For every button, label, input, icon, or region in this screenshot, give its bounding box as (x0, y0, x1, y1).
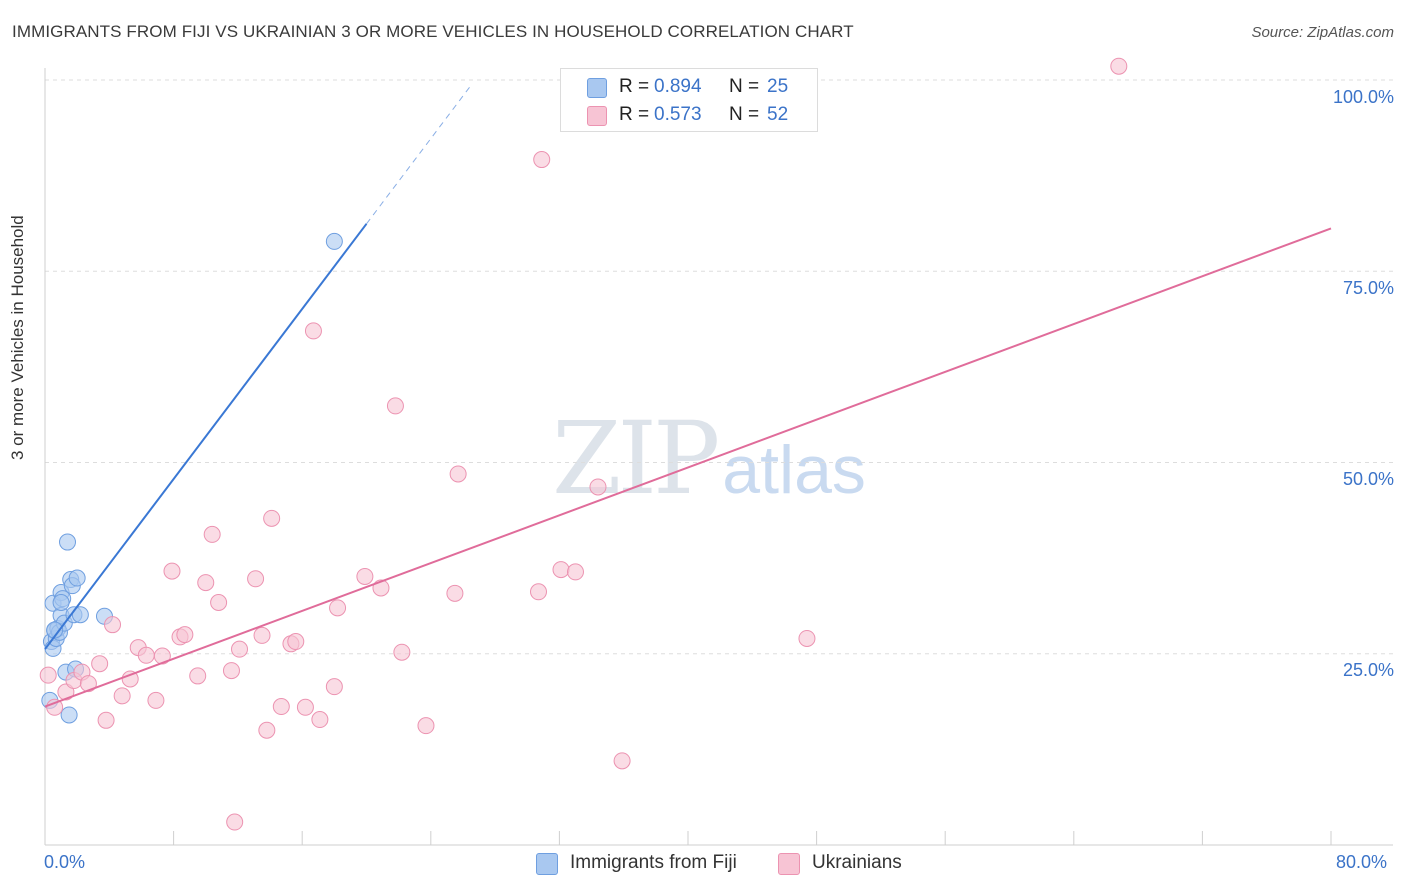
x-tick-label-min: 0.0% (44, 852, 86, 872)
y-tick-label-100: 100.0% (1332, 87, 1394, 107)
data-point-ukrainians (530, 583, 548, 601)
data-point-ukrainians (258, 721, 276, 739)
data-point-fiji (59, 533, 77, 551)
data-point-fiji (68, 569, 86, 587)
n-value: 25 (767, 76, 789, 97)
data-point-ukrainians (386, 397, 404, 415)
r-value: 0.573 (654, 104, 702, 125)
legend-label-fiji: Immigrants from Fiji (570, 852, 737, 873)
data-point-ukrainians (304, 322, 322, 340)
data-point-ukrainians (533, 151, 551, 169)
data-point-ukrainians (356, 567, 374, 585)
data-point-ukrainians (613, 752, 631, 770)
data-point-ukrainians (153, 647, 171, 665)
ukrainians-swatch (587, 106, 607, 126)
data-point-ukrainians (210, 593, 228, 611)
watermark-atlas: atlas (722, 432, 866, 508)
stats-legend-row-fiji: R = 0.894 N = 25 (561, 73, 817, 101)
watermark: ZIPatlas (552, 400, 866, 517)
data-point-ukrainians (1110, 57, 1128, 75)
r-value: 0.894 (654, 76, 702, 97)
data-point-ukrainians (329, 599, 347, 617)
data-point-ukrainians (446, 584, 464, 602)
data-point-ukrainians (39, 666, 57, 684)
trend-line-fiji (44, 223, 368, 650)
data-point-fiji (52, 593, 70, 611)
data-point-ukrainians (121, 670, 139, 688)
data-point-ukrainians (566, 563, 584, 581)
fiji-legend-swatch (536, 853, 558, 875)
n-label: N = (729, 76, 760, 97)
data-point-ukrainians (272, 698, 290, 716)
data-point-ukrainians (79, 675, 97, 693)
data-point-ukrainians (163, 562, 181, 580)
data-point-ukrainians (552, 561, 570, 579)
source-label: Source: ZipAtlas.com (1251, 24, 1394, 41)
stats-legend-row-ukrainians: R = 0.573 N = 52 (561, 101, 817, 129)
r-label: R = (619, 104, 650, 125)
y-tick-label-25: 25.0% (1342, 660, 1394, 680)
x-tick-label-max: 80.0% (1336, 852, 1388, 872)
data-point-ukrainians (203, 525, 221, 543)
watermark-zip: ZIP (552, 400, 720, 517)
fiji-swatch (587, 78, 607, 98)
data-point-ukrainians (253, 626, 271, 644)
data-point-fiji (60, 706, 78, 724)
data-point-ukrainians (189, 667, 207, 685)
data-point-ukrainians (46, 698, 64, 716)
trend-line-extension-fiji (366, 85, 472, 225)
data-point-fiji (325, 232, 343, 250)
data-point-ukrainians (449, 465, 467, 483)
r-label: R = (619, 76, 650, 97)
data-point-ukrainians (222, 662, 240, 680)
y-axis-label: 3 or more Vehicles in Household (8, 215, 27, 460)
data-point-ukrainians (417, 717, 435, 735)
data-point-ukrainians (287, 633, 305, 651)
data-point-ukrainians (296, 698, 314, 716)
data-point-ukrainians (798, 629, 816, 647)
y-tick-label-50: 50.0% (1342, 469, 1394, 489)
data-point-ukrainians (325, 678, 343, 696)
series-legend: Immigrants from Fiji Ukrainians (0, 852, 1406, 878)
y-tick-label-75: 75.0% (1342, 278, 1394, 298)
n-value: 52 (767, 104, 789, 125)
data-point-fiji (71, 606, 89, 624)
data-point-ukrainians (311, 711, 329, 729)
n-label: N = (729, 104, 760, 125)
data-point-ukrainians (113, 687, 131, 705)
ukrainians-legend-swatch (778, 853, 800, 875)
data-point-ukrainians (91, 655, 109, 673)
data-point-ukrainians (104, 616, 122, 634)
data-point-ukrainians (589, 478, 607, 496)
data-point-ukrainians (247, 570, 265, 588)
data-point-ukrainians (263, 509, 281, 527)
data-point-ukrainians (176, 626, 194, 644)
chart-title: IMMIGRANTS FROM FIJI VS UKRAINIAN 3 OR M… (12, 22, 854, 41)
data-point-ukrainians (231, 640, 249, 658)
stats-legend: R = 0.894 N = 25 R = 0.573 N = 52 (560, 68, 818, 132)
data-point-ukrainians (197, 574, 215, 592)
data-point-ukrainians (226, 813, 244, 831)
data-point-ukrainians (137, 646, 155, 664)
data-point-ukrainians (97, 711, 115, 729)
legend-label-ukrainians: Ukrainians (812, 852, 902, 873)
data-point-ukrainians (147, 691, 165, 709)
trend-line-ukrainians (44, 227, 1332, 708)
data-point-ukrainians (393, 643, 411, 661)
